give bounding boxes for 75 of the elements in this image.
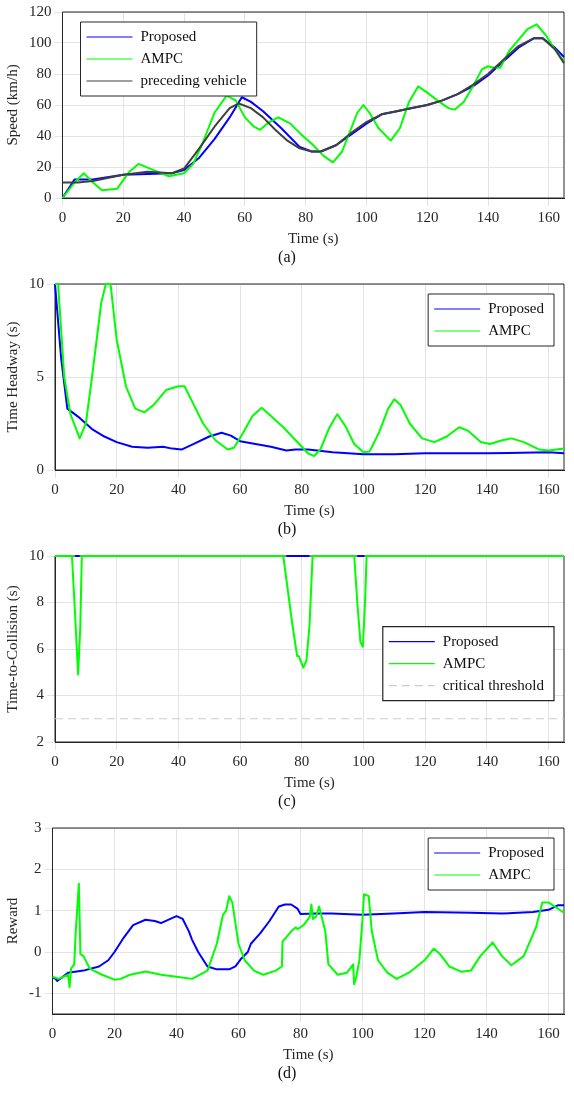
- x-tick-label: 120: [413, 752, 437, 769]
- legend-label: critical threshold: [442, 676, 545, 693]
- x-tick-label: 40: [170, 752, 186, 769]
- x-axis-title: Time (s): [284, 501, 335, 519]
- text: (d): [276, 1064, 298, 1084]
- text: (a): [277, 248, 297, 268]
- y-tick-label: 10: [29, 546, 44, 563]
- y-tick-label: 60: [36, 95, 52, 112]
- y-tick-label: 0: [34, 942, 42, 959]
- x-tick-label: 0: [58, 208, 67, 225]
- x-tick-label: 100: [355, 208, 378, 225]
- y-tick-label: 120: [29, 2, 52, 19]
- y-tick-label: 40: [36, 126, 52, 143]
- x-tick-label: 40: [169, 1024, 184, 1041]
- x-tick-label: 60: [237, 208, 253, 225]
- y-tick-label: 100: [29, 33, 52, 50]
- legend-label: Proposed: [140, 27, 197, 44]
- x-tick-label: 80: [298, 208, 314, 225]
- y-tick-label: 2: [36, 732, 44, 749]
- x-tick-label: 80: [293, 1024, 308, 1041]
- x-axis-title: Time (s): [287, 229, 339, 247]
- x-tick-label: 100: [352, 480, 375, 497]
- x-tick-label: 40: [176, 208, 192, 225]
- x-tick-label: 20: [107, 1024, 122, 1041]
- y-tick-label: 20: [36, 157, 52, 174]
- y-tick-label: 4: [36, 686, 45, 703]
- y-axis-title: Speed (km/h): [3, 64, 21, 146]
- y-tick-label: 5: [36, 367, 44, 384]
- legend-label: AMPC: [488, 321, 531, 338]
- legend-label: AMPC: [140, 49, 184, 66]
- legend-label: AMPC: [488, 865, 531, 882]
- y-axis-title: Time-to-Collision (s): [3, 585, 21, 713]
- text: (c): [277, 792, 297, 812]
- legend-label: Proposed: [488, 299, 545, 316]
- x-tick-label: 160: [537, 1024, 560, 1041]
- y-tick-label: 1: [34, 901, 42, 918]
- y-tick-label: 0: [44, 188, 52, 205]
- x-tick-label: 140: [475, 752, 499, 769]
- x-tick-label: 60: [232, 480, 248, 497]
- x-axis-title: Time (s): [284, 773, 335, 791]
- x-tick-label: 120: [413, 1024, 436, 1041]
- y-tick-label: 8: [36, 593, 44, 610]
- legend-label: AMPC: [442, 654, 486, 671]
- x-tick-label: 120: [415, 208, 439, 225]
- x-tick-label: 140: [475, 1024, 498, 1041]
- y-tick-label: 80: [36, 64, 52, 81]
- y-tick-label: 2: [34, 860, 42, 877]
- x-axis-title: Time (s): [282, 1045, 334, 1063]
- x-tick-label: 80: [294, 480, 310, 497]
- x-tick-label: 80: [294, 752, 310, 769]
- x-tick-label: 100: [352, 752, 375, 769]
- y-axis-title: Time Headway (s): [3, 321, 21, 433]
- x-tick-label: 60: [232, 752, 248, 769]
- legend-label: preceding vehicle: [140, 71, 248, 88]
- x-tick-label: 160: [537, 208, 561, 225]
- x-tick-label: 160: [537, 480, 560, 497]
- legend-label: Proposed: [442, 632, 500, 649]
- x-tick-label: 160: [537, 752, 560, 769]
- y-axis-title: Reward: [3, 897, 20, 945]
- y-tick-label: 0: [36, 460, 44, 477]
- x-tick-label: 140: [476, 208, 500, 225]
- text: (b): [276, 520, 298, 540]
- x-tick-label: 140: [475, 480, 499, 497]
- x-tick-label: 20: [109, 480, 125, 497]
- x-tick-label: 20: [109, 752, 125, 769]
- x-tick-label: 100: [351, 1024, 374, 1041]
- x-tick-label: 120: [413, 480, 437, 497]
- x-tick-label: 40: [170, 480, 186, 497]
- x-tick-label: 20: [115, 208, 131, 225]
- y-tick-label: 3: [34, 818, 42, 835]
- y-tick-label: 10: [29, 274, 44, 291]
- y-tick-label: 6: [36, 639, 45, 656]
- y-tick-label: -1: [29, 984, 42, 1001]
- x-tick-label: 60: [231, 1024, 246, 1041]
- legend-label: Proposed: [488, 843, 545, 860]
